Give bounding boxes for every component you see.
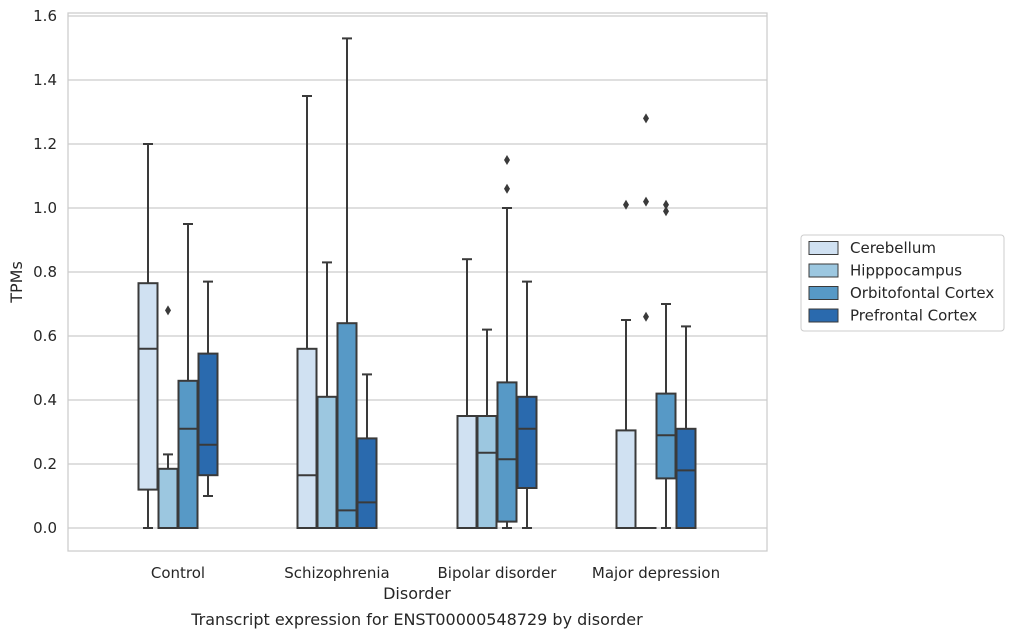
y-tick-label: 1.4 [33,71,57,89]
y-tick-label: 0.0 [33,519,57,537]
box-iqr [476,415,498,529]
box-prefrontal-cortex [197,280,219,497]
outlier-point [663,206,669,217]
outlier-point [643,311,649,322]
box-series [137,37,697,530]
box-iqr [675,427,697,529]
legend-swatch [808,286,839,300]
legend-label: Cerebellum [850,239,936,257]
box-iqr [615,429,637,529]
figure-caption: Transcript expression for ENST0000054872… [190,610,643,629]
y-tick-label: 1.2 [33,135,57,153]
box-cerebellum [137,143,159,529]
outlier-point [663,199,669,210]
plot-frame [67,12,768,552]
box-iqr [197,352,219,477]
box-hipppocampus [157,305,179,529]
box-iqr [496,381,518,523]
box-orbitofontal-cortex [336,37,358,530]
box-iqr [356,437,378,529]
box-iqr [516,395,538,489]
box-iqr [137,282,159,491]
box-iqr [336,322,358,530]
x-tick-label: Major depression [592,564,720,582]
outlier-point [643,196,649,207]
box-iqr [456,415,478,529]
box-cerebellum [615,199,637,529]
box-orbitofontal-cortex [177,223,199,529]
legend-label: Hipppocampus [850,262,962,280]
y-tick-label: 1.0 [33,199,57,217]
box-iqr [177,379,199,529]
y-tick-label: 1.6 [33,7,57,25]
box-iqr [157,467,179,529]
box-prefrontal-cortex [675,325,697,529]
legend: Cerebellum Hipppocampus Orbitofontal Corte… [800,234,1005,332]
outlier-point [504,155,510,165]
x-axis-label: Disorder [383,584,451,603]
box-hipppocampus [476,328,498,529]
y-tick-label: 0.4 [33,391,57,409]
outlier-point [623,199,629,210]
box-iqr [296,347,318,529]
x-tick-label: Schizophrenia [284,564,389,582]
outlier-point [643,113,649,124]
y-tick-labels: 0.0 0.2 0.4 0.6 0.8 1.0 1.2 1.4 1.6 [33,7,57,537]
box-iqr [316,395,338,529]
legend-swatch [808,308,839,323]
legend-swatch [808,241,839,255]
y-axis-label: TPMs [7,261,26,304]
box-hipppocampus [635,113,657,530]
outlier-point [165,305,171,316]
legend-frame [800,234,1005,332]
y-tick-label: 0.6 [33,327,57,345]
y-tick-label: 0.8 [33,263,57,281]
x-tick-label: Bipolar disorder [438,564,558,582]
box-cerebellum [296,95,318,529]
y-tick-label: 0.2 [33,455,57,473]
legend-label: Orbitofontal Cortex [850,284,994,302]
legend-swatch [808,263,839,278]
x-tick-label: Control [151,564,205,582]
outlier-point [504,183,510,194]
box-prefrontal-cortex [356,373,378,529]
legend-label: Prefrontal Cortex [850,307,977,325]
box-prefrontal-cortex [516,280,538,529]
x-tick-labels: Control Schizophrenia Bipolar disorder Majo… [151,564,720,582]
